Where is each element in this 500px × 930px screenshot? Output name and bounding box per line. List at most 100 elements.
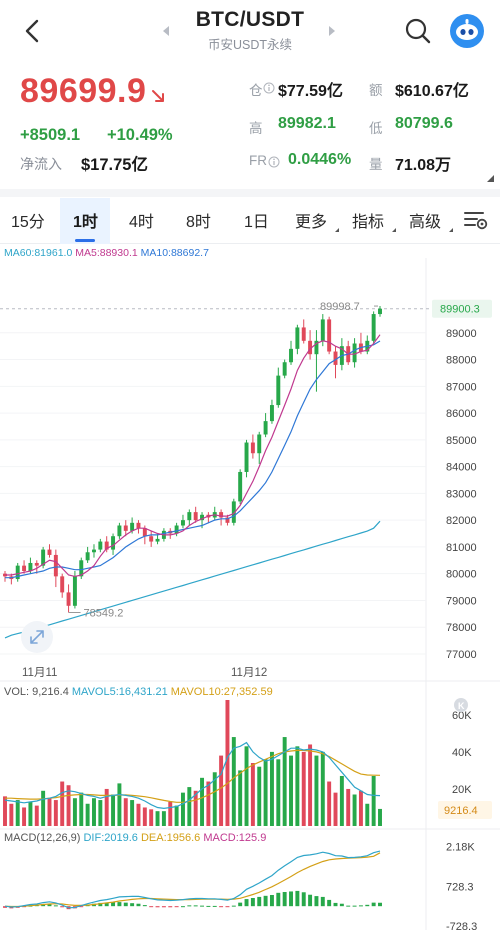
back-arrow-icon[interactable]: [18, 16, 46, 46]
volume-bar: [85, 803, 90, 826]
volume-bar: [34, 805, 39, 826]
volume-bar: [142, 807, 147, 826]
macd-hist-bar: [269, 895, 274, 907]
tab-indicators[interactable]: 指标: [352, 214, 385, 231]
volume-current-label: 9216.4: [444, 805, 478, 817]
volume-bar: [149, 809, 154, 826]
candle-body: [378, 308, 382, 315]
chart-settings-icon[interactable]: [463, 209, 489, 231]
volume-bar: [378, 808, 382, 826]
candle-body: [320, 319, 325, 341]
macd-hist-value: MACD:125.9: [203, 832, 267, 844]
macd-hist-bar: [3, 906, 7, 908]
volume-bar: [269, 751, 274, 826]
macd-hist-bar: [352, 905, 357, 907]
volume-bar: [231, 737, 236, 826]
volume-bar: [161, 811, 166, 826]
volume-bar: [53, 800, 58, 826]
candle-body: [269, 405, 274, 422]
tab-15m[interactable]: 15分: [11, 214, 45, 231]
macd-hist-bar: [130, 903, 135, 907]
search-icon[interactable]: [404, 17, 432, 45]
next-symbol-icon[interactable]: [329, 26, 335, 36]
fullscreen-expand-icon[interactable]: [21, 621, 53, 653]
price-axis-label: 84000: [446, 462, 477, 474]
volume-bar: [66, 785, 71, 826]
assistant-avatar-icon[interactable]: [450, 14, 484, 48]
volume-bar: [371, 775, 376, 826]
price-axis-label: 78000: [446, 622, 477, 634]
macd-hist-bar: [358, 905, 363, 907]
price-down-arrow-icon: [152, 90, 164, 102]
macd-hist-bar: [314, 896, 319, 907]
candle-body: [92, 549, 96, 553]
macd-hist-bar: [187, 905, 192, 907]
macd-hist-bar: [136, 903, 141, 907]
volume-bar: [365, 803, 370, 826]
price-axis-label: 88000: [446, 355, 477, 367]
prev-symbol-icon[interactable]: [163, 26, 169, 36]
tab-8h[interactable]: 8时: [186, 214, 211, 231]
mavol10-line: [5, 749, 381, 803]
volume-bar: [72, 798, 77, 826]
macd-hist-bar: [161, 906, 166, 908]
macd-hist-bar: [47, 904, 52, 907]
tab-advanced[interactable]: 高级: [409, 214, 442, 231]
volume-bar: [60, 781, 65, 826]
candle-body: [238, 471, 243, 502]
current-price-tag: [432, 299, 492, 318]
candle-body: [117, 525, 122, 537]
volume-bar: [130, 800, 135, 826]
macd-hist-bar: [378, 902, 382, 907]
macd-dea-line: [4, 852, 381, 908]
volume-bar: [320, 751, 325, 826]
macd-dif-line: [4, 850, 381, 909]
macd-hist-bar: [346, 905, 351, 907]
volume-bar: [193, 790, 198, 826]
tab-1d[interactable]: 1日: [244, 214, 269, 231]
candle-body: [308, 340, 313, 355]
amount-label: 额: [369, 83, 383, 98]
expand-corner-icon[interactable]: [487, 175, 494, 182]
candle-body: [136, 522, 141, 529]
volume-legend: VOL: 9,216.4 MAVOL5:16,431.21 MAVOL10:27…: [4, 686, 273, 698]
info-icon[interactable]: [268, 156, 280, 168]
volume-bar: [168, 801, 173, 826]
candle-body: [187, 512, 192, 521]
macd-hist-bar: [333, 902, 338, 907]
open-interest-value: $77.59亿: [278, 83, 343, 100]
ma60-value: MA60:81961.0: [4, 247, 73, 259]
candle-body: [130, 522, 135, 531]
tab-more[interactable]: 更多: [295, 214, 328, 231]
ma-legend: MA60:81961.0 MA5:88930.1 MA10:88692.7: [4, 247, 209, 259]
high-value: 89982.1: [278, 115, 336, 132]
tab-4h[interactable]: 4时: [129, 214, 154, 231]
low-annotation: 78549.2: [84, 608, 124, 620]
price-change: +8509.1: [20, 126, 81, 144]
candle-body: [225, 517, 230, 523]
volume-bar: [308, 744, 313, 826]
info-icon[interactable]: [263, 82, 275, 94]
candle-body: [15, 565, 20, 580]
macd-hist-bar: [212, 905, 217, 907]
tab-1h[interactable]: 1时: [73, 214, 98, 231]
page-title: BTC/USDT: [195, 8, 305, 31]
volume-bar: [206, 781, 211, 826]
ma5-value: MA5:88930.1: [75, 247, 138, 259]
page-subtitle: 币安USDT永续: [207, 38, 293, 52]
symbol-title-block[interactable]: BTC/USDT 币安USDT永续: [140, 8, 360, 53]
volume-bar: [257, 766, 262, 826]
macd-hist-bar: [193, 905, 198, 907]
expand-icon-arrows: [30, 630, 44, 644]
candle-body: [327, 319, 332, 352]
macd-hist-bar: [231, 905, 236, 907]
volume-bar: [358, 790, 363, 826]
volume-label: 量: [369, 157, 383, 172]
ma10-line: [5, 340, 381, 579]
macd-dea-value: DEA:1956.6: [140, 832, 201, 844]
macd-hist-bar: [149, 906, 154, 908]
volume-bar: [282, 737, 287, 826]
kline-chart[interactable]: 89000 88000 87000 86000 85000 84000 83000 82000…: [0, 258, 500, 930]
macd-hist-bar: [289, 891, 293, 907]
macd-hist-bar: [308, 894, 313, 907]
